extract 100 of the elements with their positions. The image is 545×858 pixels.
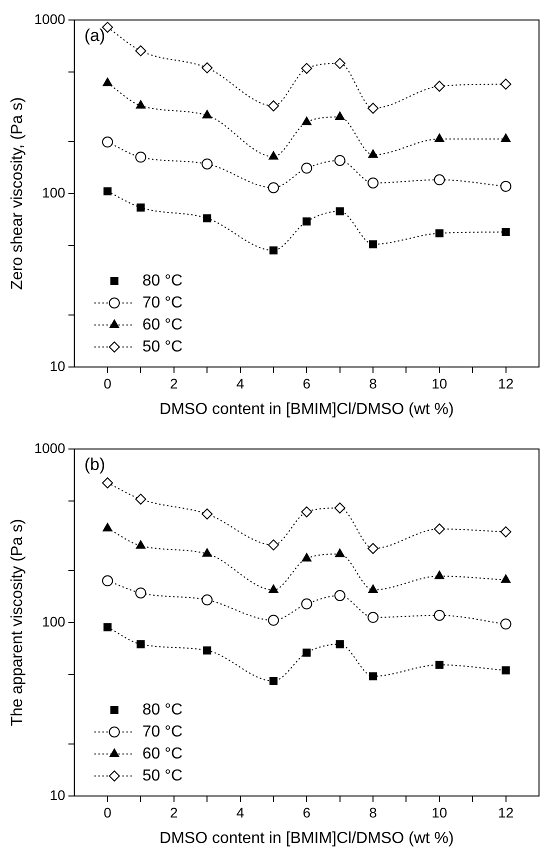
legend-label: 70 °C <box>142 294 183 312</box>
point <box>369 240 378 248</box>
point <box>368 102 379 114</box>
point <box>500 78 512 90</box>
point <box>102 522 112 532</box>
point <box>435 660 444 669</box>
point <box>136 540 146 549</box>
point <box>268 151 278 160</box>
point <box>269 676 278 686</box>
point <box>136 640 145 648</box>
point <box>302 552 312 562</box>
point <box>302 648 311 657</box>
point <box>368 612 379 623</box>
point <box>368 543 379 554</box>
point <box>268 539 279 550</box>
x-tick-label: 12 <box>498 804 514 820</box>
point <box>102 136 114 148</box>
point <box>268 584 278 593</box>
point <box>203 214 212 222</box>
point <box>500 574 511 583</box>
point <box>269 246 278 254</box>
y-tick-label: 1000 <box>34 440 66 456</box>
point <box>135 45 146 56</box>
point <box>335 548 345 558</box>
legend-label: 60 °C <box>142 745 183 762</box>
x-tick-label: 0 <box>104 375 112 392</box>
point <box>203 646 212 654</box>
point <box>500 618 512 630</box>
point <box>135 152 146 163</box>
x-tick-label: 10 <box>432 375 448 392</box>
y-tick-label: 100 <box>42 613 66 630</box>
point <box>302 116 312 126</box>
point <box>336 640 344 648</box>
point <box>268 182 279 194</box>
point <box>202 62 213 74</box>
point <box>202 508 213 520</box>
x-axis-title: DMSO content in [BMIM]Cl/DMSO (wt %) <box>160 400 454 418</box>
point <box>434 570 444 580</box>
point <box>301 598 312 610</box>
point <box>268 100 279 112</box>
annotation: (a) <box>84 26 106 46</box>
x-tick-label: 2 <box>170 375 178 392</box>
point <box>102 477 114 488</box>
point <box>434 80 445 92</box>
x-tick-label: 4 <box>236 804 244 820</box>
point <box>302 217 311 226</box>
y-tick-label: 1000 <box>34 10 66 27</box>
point <box>102 575 114 586</box>
point <box>135 494 146 505</box>
point <box>369 672 378 680</box>
point <box>502 666 510 674</box>
y-axis-title: The apparent viscosity (Pa s) <box>9 518 26 726</box>
legend-label: 70 °C <box>142 723 183 740</box>
point <box>102 78 112 86</box>
legend-label: 80 °C <box>142 272 183 290</box>
point <box>104 187 112 196</box>
point <box>336 207 344 216</box>
point <box>368 584 378 593</box>
point <box>301 506 312 518</box>
point <box>136 100 146 109</box>
point <box>334 590 346 602</box>
legend-label: 50 °C <box>142 767 183 784</box>
point <box>268 614 279 626</box>
annotation: (b) <box>84 455 106 474</box>
legend-label: 80 °C <box>142 701 183 718</box>
x-tick-label: 6 <box>302 375 311 392</box>
point <box>434 523 445 534</box>
x-tick-label: 2 <box>170 804 178 820</box>
point <box>202 548 212 557</box>
point <box>368 177 379 188</box>
y-axis-title: Zero shear viscosity, (Pa s) <box>9 97 26 290</box>
point <box>202 110 212 118</box>
point <box>104 623 112 632</box>
point <box>500 180 512 192</box>
point <box>202 158 213 170</box>
x-tick-label: 8 <box>369 375 378 392</box>
x-tick-label: 10 <box>432 804 448 820</box>
x-tick-label: 0 <box>104 804 112 820</box>
point <box>500 526 512 538</box>
point <box>434 134 444 142</box>
point <box>334 502 346 514</box>
y-tick-label: 10 <box>50 358 66 374</box>
point <box>334 154 346 166</box>
y-tick-label: 10 <box>50 786 66 803</box>
point <box>500 134 511 142</box>
x-axis-title: DMSO content in [BMIM]Cl/DMSO (wt %) <box>160 830 454 847</box>
point <box>301 162 312 174</box>
x-tick-label: 8 <box>369 804 378 820</box>
point <box>502 228 510 236</box>
point <box>301 62 312 74</box>
point <box>202 594 213 606</box>
point <box>135 587 146 598</box>
point <box>368 149 378 158</box>
y-tick-label: 100 <box>42 184 66 200</box>
point <box>434 610 445 621</box>
point <box>335 112 345 120</box>
legend-label: 50 °C <box>142 338 183 356</box>
point <box>435 229 444 238</box>
point <box>136 204 145 212</box>
x-tick-label: 4 <box>236 375 244 392</box>
